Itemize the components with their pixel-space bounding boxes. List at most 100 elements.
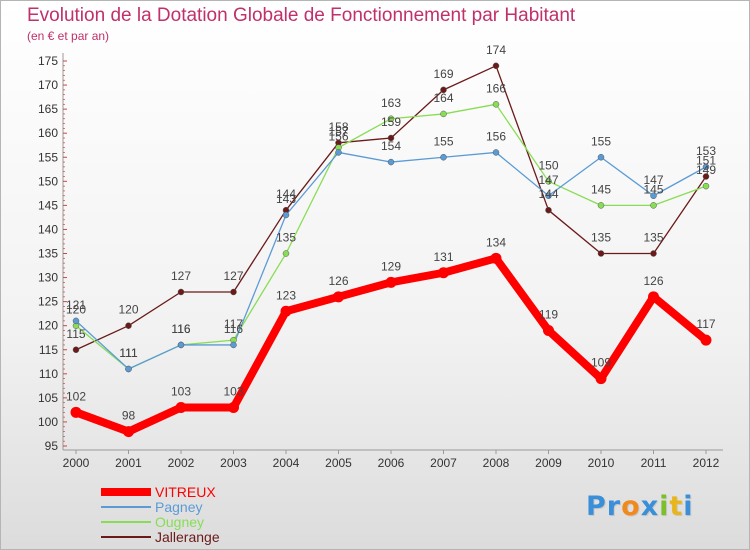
x-tick-label: 2010 [588,456,615,470]
data-label-jallerange: 135 [591,231,611,245]
logo-letter: x [640,491,660,522]
data-point-vitreux [438,267,449,279]
data-point-jallerange [597,250,605,257]
y-tick-label: 150 [38,174,58,188]
y-tick-label: 100 [38,415,58,429]
data-label-jallerange: 144 [276,187,296,201]
x-tick-label: 2004 [273,456,300,470]
data-label-jallerange: 127 [171,269,191,283]
data-point-pagney [597,154,605,161]
data-point-jallerange [545,206,552,214]
data-label-pagney: 147 [643,173,663,187]
legend-swatch [101,488,151,496]
data-point-pagney [492,149,500,156]
data-point-vitreux [280,305,292,317]
data-label-vitreux: 103 [223,385,243,399]
y-tick-label: 155 [38,150,58,164]
data-label-ougney: 150 [538,158,558,172]
legend-swatch [101,536,151,538]
data-label-jallerange: 127 [223,269,243,283]
logo-letter: o [621,491,641,522]
data-point-vitreux [228,402,239,413]
data-label-ougney: 163 [381,96,401,110]
legend-label: Ougney [155,514,205,530]
data-label-pagney: 156 [328,129,348,143]
data-point-vitreux [70,406,82,418]
data-point-jallerange [72,346,80,353]
data-label-jallerange: 151 [696,154,716,168]
data-label-pagney: 155 [433,134,453,148]
y-tick-label: 175 [38,54,58,68]
data-label-vitreux: 98 [122,409,136,423]
data-point-ougney [440,110,447,118]
data-label-vitreux: 129 [381,259,401,273]
legend-label: VITREUX [155,484,216,500]
data-point-pagney [335,149,342,156]
data-label-ougney: 166 [486,81,506,95]
data-point-ougney [650,202,657,209]
data-label-pagney: 156 [486,129,506,143]
data-point-pagney [545,192,552,199]
data-point-jallerange [177,288,185,296]
y-tick-label: 135 [38,247,58,261]
y-tick-label: 165 [38,102,58,116]
legend-swatch [101,506,151,508]
logo-letter: r [606,491,622,522]
y-tick-label: 105 [38,391,58,405]
data-point-pagney [387,158,395,166]
data-point-pagney [72,317,80,325]
data-label-jallerange: 159 [381,115,401,129]
data-point-ougney [545,178,552,185]
x-tick-label: 2000 [63,456,90,470]
data-label-jallerange: 144 [538,187,558,201]
data-label-ougney: 145 [591,182,611,196]
chart-subtitle: (en € et par an) [27,29,110,43]
logo-letter: i [659,491,670,522]
data-point-pagney [702,163,710,171]
y-tick-label: 160 [38,126,58,140]
x-tick-label: 2006 [378,456,405,470]
legend-label: Jallerange [155,529,220,545]
data-label-jallerange: 120 [118,303,138,317]
y-tick-label: 120 [38,319,58,333]
x-tick-label: 2009 [535,456,562,470]
data-point-jallerange [230,288,237,296]
data-point-pagney [650,192,657,199]
data-label-vitreux: 131 [433,250,453,264]
data-point-jallerange [387,134,395,142]
data-point-vitreux [385,276,397,288]
data-label-jallerange: 115 [66,327,85,341]
proxiti-logo: Proxiti [586,491,694,522]
data-label-jallerange: 135 [643,231,663,245]
data-point-vitreux [123,426,134,438]
data-point-jallerange [440,86,447,94]
data-label-ougney: 116 [171,322,190,336]
data-label-vitreux: 126 [643,274,663,288]
x-tick-label: 2002 [168,456,195,470]
data-point-jallerange [702,173,710,180]
data-label-vitreux: 119 [539,308,558,322]
data-point-vitreux [595,373,607,385]
data-point-vitreux [648,291,659,303]
y-tick-label: 115 [39,343,58,357]
data-point-vitreux [543,325,554,336]
data-label-jallerange: 174 [486,43,506,57]
data-point-vitreux [175,402,187,413]
data-label-ougney: 164 [433,91,453,105]
data-point-vitreux [490,252,502,264]
data-point-jallerange [650,250,657,257]
data-label-vitreux: 109 [591,356,611,370]
x-tick-label: 2001 [115,456,142,470]
y-tick-label: 140 [38,222,58,236]
data-point-ougney [597,202,605,209]
data-label-pagney: 153 [696,144,716,158]
data-label-pagney: 143 [276,192,296,206]
data-label-pagney: 147 [538,173,558,187]
x-tick-label: 2008 [483,456,510,470]
x-tick-label: 2003 [220,456,247,470]
data-label-pagney: 116 [171,322,190,336]
chart-title: Evolution de la Dotation Globale de Fonc… [27,5,576,26]
data-point-ougney [282,250,290,257]
